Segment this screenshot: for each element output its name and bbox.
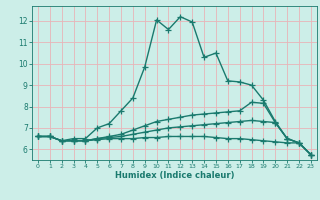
X-axis label: Humidex (Indice chaleur): Humidex (Indice chaleur) bbox=[115, 171, 234, 180]
